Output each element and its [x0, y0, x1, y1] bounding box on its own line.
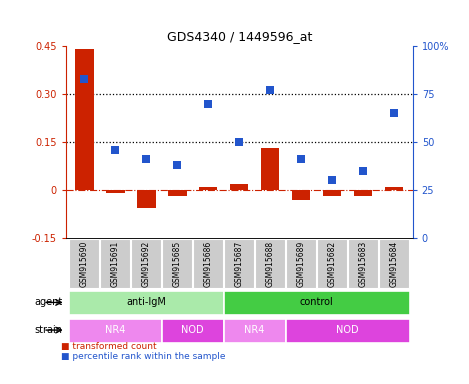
Bar — [137, 190, 156, 208]
Text: NOD: NOD — [182, 325, 204, 335]
Title: GDS4340 / 1449596_at: GDS4340 / 1449596_at — [166, 30, 312, 43]
Point — [266, 87, 274, 93]
Bar — [354, 190, 372, 197]
Bar — [317, 239, 347, 288]
Bar — [168, 190, 187, 197]
Bar — [162, 239, 192, 288]
Point — [81, 76, 88, 82]
Text: strain: strain — [34, 325, 62, 335]
Bar — [199, 187, 218, 190]
Point — [328, 177, 336, 184]
Point — [235, 139, 243, 145]
Bar — [224, 291, 409, 315]
Bar — [75, 49, 93, 190]
Text: GSM915687: GSM915687 — [234, 241, 244, 287]
Bar — [100, 239, 130, 288]
Text: NR4: NR4 — [244, 325, 265, 335]
Bar — [255, 239, 285, 288]
Bar — [224, 319, 286, 343]
Bar — [69, 319, 162, 343]
Bar — [261, 149, 280, 190]
Text: GSM915689: GSM915689 — [297, 241, 306, 287]
Text: GSM915682: GSM915682 — [328, 241, 337, 287]
Point — [204, 101, 212, 107]
Bar — [230, 184, 249, 190]
Text: GSM915692: GSM915692 — [142, 241, 151, 287]
Text: control: control — [300, 298, 333, 308]
Text: GSM915691: GSM915691 — [111, 241, 120, 287]
Bar — [162, 319, 224, 343]
Text: GSM915688: GSM915688 — [265, 241, 275, 287]
Text: ■ transformed count: ■ transformed count — [61, 342, 157, 351]
Point — [297, 156, 305, 162]
Text: NOD: NOD — [336, 325, 359, 335]
Bar — [323, 190, 341, 197]
Point — [390, 110, 398, 116]
Bar — [69, 239, 99, 288]
Text: NR4: NR4 — [105, 325, 125, 335]
Point — [174, 162, 181, 168]
Text: agent: agent — [34, 298, 62, 308]
Text: GSM915683: GSM915683 — [359, 241, 368, 287]
Text: GSM915686: GSM915686 — [204, 241, 213, 287]
Bar — [379, 239, 409, 288]
Bar — [69, 291, 224, 315]
Point — [143, 156, 150, 162]
Point — [359, 168, 367, 174]
Bar — [286, 319, 409, 343]
Bar — [385, 187, 403, 190]
Bar — [292, 190, 310, 200]
Text: ■ percentile rank within the sample: ■ percentile rank within the sample — [61, 352, 226, 361]
Point — [112, 147, 119, 153]
Text: anti-IgM: anti-IgM — [126, 298, 166, 308]
Bar — [193, 239, 223, 288]
Text: GSM915685: GSM915685 — [173, 241, 182, 287]
Text: GSM915690: GSM915690 — [80, 241, 89, 287]
Bar — [286, 239, 316, 288]
Bar — [131, 239, 161, 288]
Text: GSM915684: GSM915684 — [390, 241, 399, 287]
Bar — [224, 239, 254, 288]
Bar — [106, 190, 125, 193]
Bar — [348, 239, 378, 288]
